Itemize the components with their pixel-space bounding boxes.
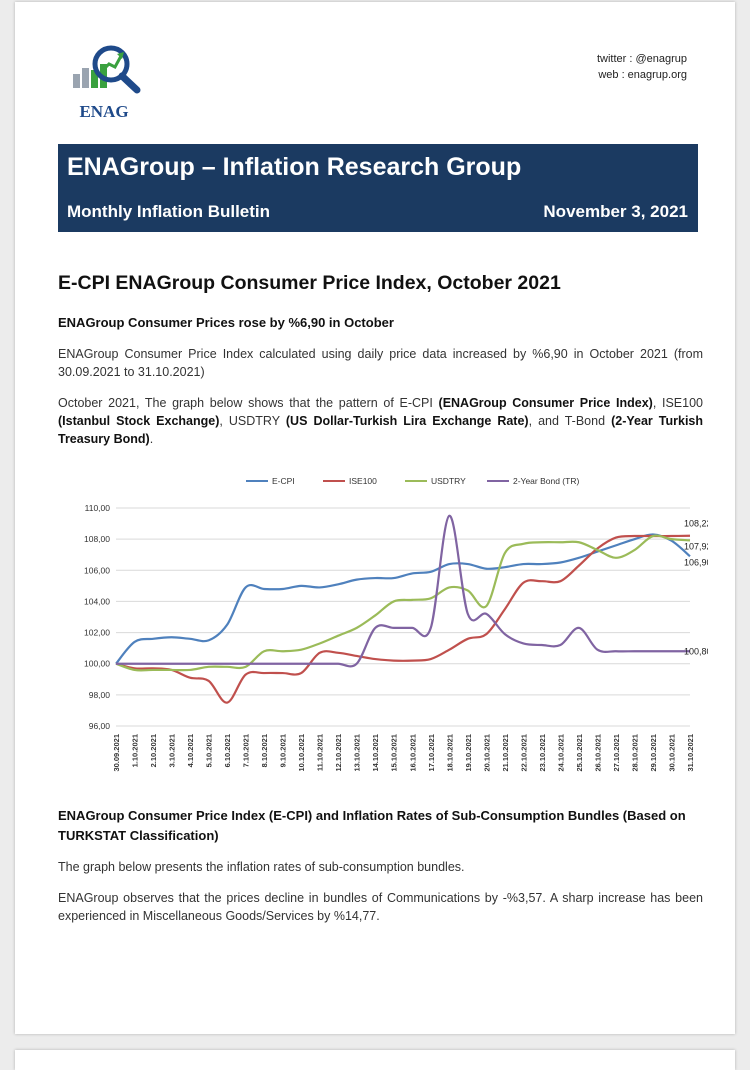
x-tick-label: 29.10.2021	[649, 734, 658, 772]
text-run: October 2021, The graph below shows that…	[58, 396, 439, 410]
x-tick-label: 23.10.2021	[538, 734, 547, 772]
x-tick-label: 24.10.2021	[556, 734, 565, 772]
x-tick-label: 9.10.2021	[279, 734, 288, 767]
contact-info: twitter : @enagrup web : enagrup.org	[597, 51, 687, 83]
x-tick-label: 3.10.2021	[168, 734, 177, 767]
x-tick-label: 12.10.2021	[334, 734, 343, 772]
x-tick-label: 30.09.2021	[112, 734, 121, 772]
end-value-label: 108,22	[684, 519, 708, 529]
x-tick-label: 19.10.2021	[464, 734, 473, 772]
price-index-chart: 96,00 98,00 100,00 102,00 104,00 106,00 108,00…	[58, 468, 712, 788]
paragraph-graph-description: October 2021, The graph below shows that…	[58, 394, 703, 448]
paragraph-bundles-intro: The graph below presents the inflation r…	[58, 860, 465, 874]
bulletin-page: ENAG twitter : @enagrup web : enagrup.or…	[15, 2, 735, 1034]
section2-title: ENAGroup Consumer Price Index (E-CPI) an…	[58, 808, 686, 843]
banner-subtitle: Monthly Inflation Bulletin	[67, 202, 271, 221]
twitter-handle: twitter : @enagrup	[596, 53, 687, 65]
x-tick-label: 5.10.2021	[205, 734, 214, 767]
line-chart-svg: 96,00 98,00 100,00 102,00 104,00 106,00 108,00…	[84, 476, 712, 772]
x-tick-label: 31.10.2021	[686, 734, 695, 772]
y-tick-label: 98,00	[89, 690, 111, 700]
x-tick-label: 25.10.2021	[575, 734, 584, 772]
x-tick-label: 18.10.2021	[445, 734, 454, 772]
y-tick-label: 102,00	[84, 628, 110, 638]
x-tick-label: 4.10.2021	[186, 734, 195, 767]
x-tick-label: 6.10.2021	[223, 734, 232, 767]
paragraph-bundles-observation: ENAGroup observes that the prices declin…	[58, 891, 703, 923]
legend-label: E-CPI	[272, 476, 295, 486]
x-tick-label: 22.10.2021	[519, 734, 528, 772]
x-tick-label: 7.10.2021	[242, 734, 251, 767]
y-tick-label: 106,00	[84, 565, 110, 575]
magnifier-chart-icon	[73, 45, 141, 94]
end-value-label: 100,80	[684, 646, 708, 656]
title-banner: ENAGroup – Inflation Research Group Mont…	[58, 144, 698, 232]
end-value-label: 107,92	[684, 541, 708, 551]
x-tick-label: 15.10.2021	[390, 734, 399, 772]
y-tick-label: 96,00	[89, 721, 111, 731]
x-tick-label: 28.10.2021	[630, 734, 639, 772]
section-subtitle: ENAGroup Consumer Prices rose by %6,90 i…	[58, 315, 394, 330]
x-tick-label: 17.10.2021	[427, 734, 436, 772]
bold-run: (ENAGroup Consumer Price Index)	[438, 396, 653, 410]
y-tick-label: 104,00	[84, 596, 110, 606]
bold-run: (US Dollar-Turkish Lira Exchange Rate)	[285, 414, 529, 428]
section-title: E-CPI ENAGroup Consumer Price Index, Oct…	[58, 272, 561, 294]
x-tick-label: 26.10.2021	[593, 734, 602, 772]
text-run: , USDTRY	[219, 414, 286, 428]
next-page-edge	[15, 1050, 735, 1070]
website-link[interactable]: web : enagrup.org	[598, 69, 687, 81]
x-tick-label: 21.10.2021	[501, 734, 510, 772]
legend-label: 2-Year Bond (TR)	[513, 476, 579, 486]
x-tick-label: 20.10.2021	[482, 734, 491, 772]
x-tick-label: 11.10.2021	[316, 734, 325, 771]
bold-run: (Istanbul Stock Exchange)	[58, 414, 220, 428]
enag-logo: ENAG	[71, 40, 161, 124]
text-run: , ISE100	[652, 396, 704, 410]
x-tick-label: 8.10.2021	[260, 734, 269, 767]
series-line-e-cpi	[115, 533, 691, 665]
text-run: .	[149, 432, 154, 446]
x-tick-label: 27.10.2021	[612, 734, 621, 772]
banner-title: ENAGroup – Inflation Research Group	[67, 153, 522, 181]
legend-label: USDTRY	[431, 476, 466, 486]
y-tick-label: 100,00	[84, 659, 110, 669]
x-tick-label: 2.10.2021	[149, 734, 158, 767]
series-line-2-year-bond-tr-	[116, 514, 690, 668]
legend-label: ISE100	[349, 476, 377, 486]
x-tick-label: 13.10.2021	[353, 734, 362, 772]
y-tick-label: 110,00	[85, 503, 111, 513]
bold-run: (2-Year Turkish Treasury Bond)	[58, 414, 704, 446]
series-line-ise100	[115, 534, 691, 704]
paragraph-intro: ENAGroup Consumer Price Index calculated…	[58, 347, 703, 379]
y-tick-label: 108,00	[84, 534, 110, 544]
x-tick-label: 30.10.2021	[667, 734, 676, 772]
banner-date: November 3, 2021	[543, 202, 688, 221]
x-tick-label: 10.10.2021	[297, 734, 306, 772]
end-value-label: 106,90	[684, 557, 708, 567]
x-tick-label: 1.10.2021	[131, 734, 140, 767]
x-tick-label: 16.10.2021	[408, 734, 417, 772]
series-line-usdtry	[115, 534, 691, 672]
x-tick-label: 14.10.2021	[371, 734, 380, 772]
text-run: , and T-Bond	[528, 414, 612, 428]
logo-wordmark: ENAG	[79, 102, 129, 121]
